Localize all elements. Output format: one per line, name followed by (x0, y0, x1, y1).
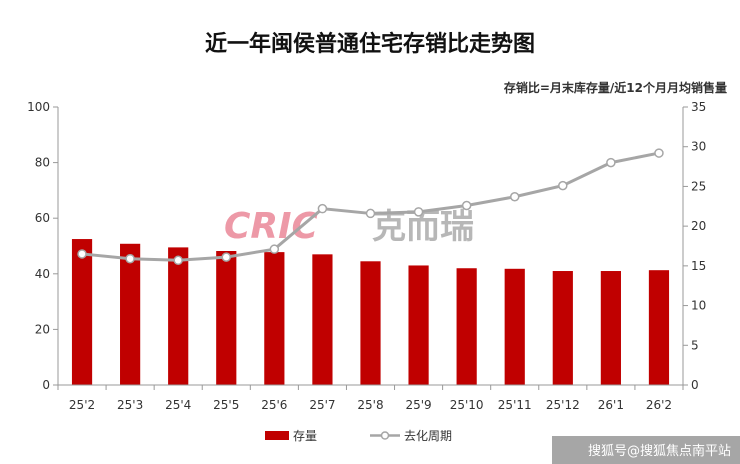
x-tick-label: 26'2 (646, 398, 672, 412)
right-tick-label: 10 (691, 299, 706, 313)
x-tick-label: 25'4 (165, 398, 191, 412)
x-tick-label: 25'10 (450, 398, 484, 412)
bar-26'2 (648, 270, 670, 385)
bar-25'2 (71, 239, 93, 385)
line-point-25'9 (413, 207, 424, 217)
line-point-26'2 (654, 148, 664, 158)
right-tick-label: 20 (691, 219, 706, 233)
right-tick-label: 35 (691, 100, 706, 114)
bar-25'11 (504, 268, 525, 385)
line-path-period (81, 151, 660, 262)
x-tick-label: 25'9 (405, 398, 431, 412)
bar-25'4 (168, 247, 189, 385)
x-tick-label: 26'1 (598, 398, 624, 412)
line-point-25'6 (269, 244, 280, 254)
watermark-brand-latin: CRIC (224, 206, 319, 247)
bar-25'7 (312, 254, 333, 385)
footer-watermark-text: 搜狐号@搜狐焦点南平站 (588, 443, 731, 459)
line-point-25'12 (558, 180, 568, 191)
bar-25'12 (552, 271, 573, 385)
line-point-25'4 (173, 255, 183, 266)
line-point-25'2 (77, 249, 87, 259)
x-tick-label: 25'3 (117, 398, 143, 412)
line-point-25'7 (317, 203, 328, 214)
bar-series (71, 239, 670, 385)
legend-marker-period (380, 431, 390, 440)
bar-25'10 (456, 268, 477, 385)
right-tick-label: 15 (691, 259, 706, 273)
x-tick-label: 25'7 (309, 398, 335, 412)
left-tick-label: 20 (35, 322, 50, 336)
left-axis-ticks: 0 20 40 60 80 100 (27, 100, 58, 392)
bar-25'5 (216, 251, 237, 385)
line-point-25'5 (221, 252, 232, 262)
legend-swatch-stock (265, 431, 289, 440)
footer-backdrop (552, 436, 740, 464)
left-tick-label: 100 (27, 100, 50, 114)
bar-25'9 (408, 265, 429, 385)
right-tick-label: 25 (691, 179, 706, 193)
x-tick-label: 25'11 (498, 398, 532, 412)
legend-label-period: 去化周期 (404, 429, 452, 443)
line-point-25'11 (509, 192, 520, 202)
right-tick-label: 30 (691, 140, 706, 154)
line-point-25'10 (461, 200, 472, 211)
bar-25'6 (264, 252, 285, 385)
legend: 存量 去化周期 (265, 429, 452, 443)
x-tick-label: 25'2 (69, 398, 95, 412)
bar-25'3 (120, 243, 141, 385)
chart-title: 近一年闽侯普通住宅存销比走势图 (205, 31, 535, 57)
chart-subtitle: 存销比=月末库存量/近12个月月均销售量 (503, 80, 727, 95)
left-tick-label: 0 (42, 378, 50, 392)
left-tick-label: 80 (35, 156, 50, 170)
x-tick-label: 25'8 (357, 398, 383, 412)
left-tick-label: 60 (35, 211, 50, 225)
x-tick-label: 25'12 (546, 398, 580, 412)
x-tick-label: 25'5 (213, 398, 239, 412)
left-tick-label: 40 (35, 267, 50, 281)
line-point-26'1 (606, 157, 616, 168)
bar-25'8 (360, 261, 381, 385)
line-point-25'8 (365, 208, 376, 219)
right-tick-label: 0 (691, 378, 699, 392)
x-axis-ticks: 25'2 25'3 25'4 25'5 25'6 25'7 25'8 25'9 25'10 25'… (57, 385, 684, 412)
line-series (77, 148, 664, 266)
x-tick-label: 25'6 (261, 398, 287, 412)
right-tick-label: 5 (691, 338, 699, 352)
right-axis-ticks: 0 5 10 15 20 25 30 35 (683, 100, 706, 392)
legend-label-stock: 存量 (293, 429, 317, 443)
bar-26'1 (600, 271, 621, 385)
line-point-25'3 (125, 253, 135, 264)
